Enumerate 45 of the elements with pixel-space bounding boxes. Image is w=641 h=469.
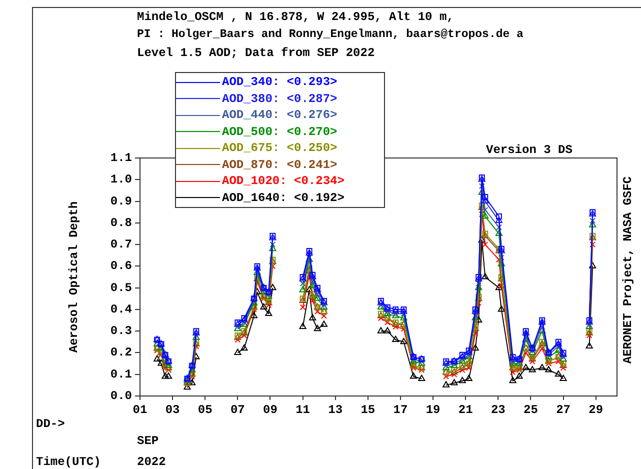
y-tick-label: 0.3 [110,324,132,338]
x-tick-label: 15 [360,403,376,418]
y-axis-title: Aerosol Optical Depth [67,201,81,353]
chart-title: Mindelo_OSCM , N 16.878, W 24.995, Alt 10 m, [137,10,454,24]
text: AERONET Project, NASA GSFC [621,176,635,364]
x-tick-label: 19 [426,403,440,418]
legend-label: AOD_870: <0.241> [222,158,338,172]
legend-label: AOD_500: <0.270> [222,124,338,139]
y-tick-label: 1.0 [110,172,132,187]
text: Version 3 DS [486,143,572,157]
y-tick-label: 0.4 [110,302,132,316]
legend-label: AOD_380: <0.287> [222,92,338,106]
y-tick-label: 0.6 [110,259,132,274]
y-tick-label: 0.8 [110,216,132,230]
y-tick-label: 0.9 [110,194,132,208]
x-tick-label: 11 [296,403,310,418]
x-tick-label: 25 [524,403,538,418]
x-tick-label: 01 [132,403,148,418]
x-tick-label: 23 [490,403,506,418]
x-tick-label: 03 [165,403,180,418]
y-tick-label: 0.2 [110,346,132,360]
text: DD-> [36,417,65,431]
x-tick-label: 17 [393,403,408,418]
x-tick-label: 07 [230,403,245,418]
y-tick-label: 0.0 [110,389,132,404]
x-tick-label: 05 [198,403,212,418]
y-tick-label: 1.1 [110,151,132,166]
text: 2022 [137,455,166,469]
x-axis-title: Time(UTC) [36,455,101,469]
legend-label: AOD_675: <0.250> [222,141,338,156]
text: Level 1.5 AOD; Data from SEP 2022 [137,46,375,60]
x-tick-label: 29 [588,403,604,418]
y-tick-label: 0.1 [110,367,132,382]
x-tick-label: 21 [458,403,473,418]
x-tick-label: 09 [263,403,278,418]
chart-subtitle: PI : Holger_Baars and Ronny_Engelmann, baars@tropos.de a [137,28,524,42]
x-tick-label: 13 [328,403,343,418]
legend-label: AOD_1640: <0.192> [222,190,344,205]
y-tick-label: 0.5 [110,280,132,295]
legend-label: AOD_440: <0.276> [222,108,338,122]
legend-label: AOD_1020: <0.234> [222,174,344,188]
x-tick-label: 27 [556,403,570,418]
text: SEP [137,434,159,448]
legend-label: AOD_340: <0.293> [222,75,338,90]
y-tick-label: 0.7 [110,238,132,252]
